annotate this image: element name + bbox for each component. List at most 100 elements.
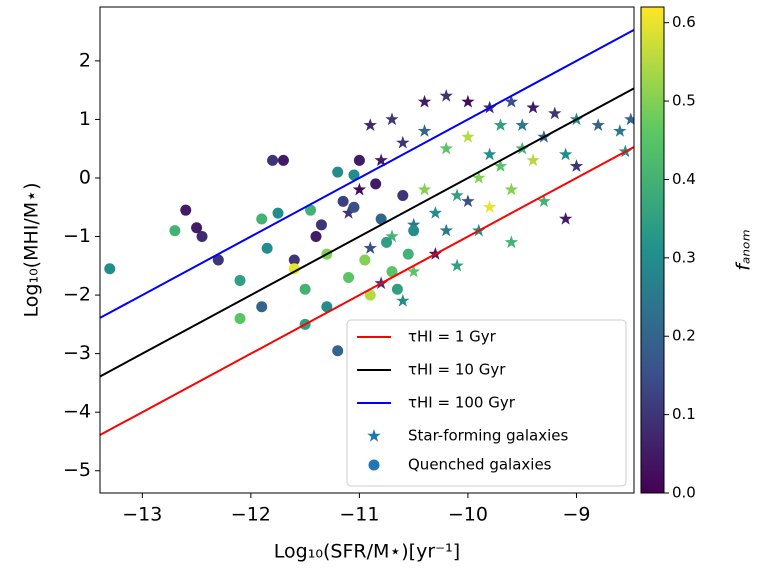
circle-point xyxy=(397,190,409,202)
star-point xyxy=(461,130,475,143)
star-point xyxy=(352,182,367,196)
legend-marker xyxy=(367,429,381,442)
y-tick-label: −3 xyxy=(63,342,91,364)
star-point xyxy=(450,188,464,202)
y-axis-label: Log₁₀(MHI/M⋆) xyxy=(21,183,43,318)
circle-point xyxy=(234,313,246,325)
circle-point xyxy=(348,201,360,213)
y-tick-label: 2 xyxy=(79,49,91,71)
star-point xyxy=(428,206,442,219)
star-point xyxy=(450,258,464,272)
legend: τHI = 1 Gyr τHI = 10 Gyr τHI = 100 Gyr Star… xyxy=(346,319,627,487)
star-point xyxy=(407,264,421,278)
star-point xyxy=(396,293,410,307)
colorbar-tick-label: 0.3 xyxy=(672,248,696,266)
x-axis-label: Log₁₀(SFR/M⋆)[yr⁻¹] xyxy=(274,541,460,563)
circle-point xyxy=(391,283,403,295)
star-point xyxy=(559,212,573,225)
circle-point xyxy=(261,242,273,254)
axes-frame xyxy=(99,6,635,494)
star-point xyxy=(385,229,399,243)
circle-point xyxy=(277,154,289,166)
star-point xyxy=(396,135,410,149)
star-point xyxy=(515,118,529,131)
circle-point xyxy=(288,263,300,275)
colorbar-tick-label: 0.2 xyxy=(672,327,696,345)
star-point xyxy=(439,141,453,155)
circle-point xyxy=(370,178,382,190)
plot-area xyxy=(100,28,634,436)
star-point xyxy=(407,217,421,231)
star-point xyxy=(341,206,356,219)
y-tick-label: 0 xyxy=(79,166,91,188)
circle-point xyxy=(332,166,344,178)
circle-point xyxy=(288,254,300,266)
star-point xyxy=(461,94,475,108)
y-tick-label: −1 xyxy=(63,225,91,247)
colorbar-frame xyxy=(640,6,665,494)
circle-point xyxy=(267,154,279,166)
star-point xyxy=(483,200,497,213)
colorbar-tick-label: 0.4 xyxy=(672,170,696,188)
star-point xyxy=(526,100,540,114)
colorbar-tick-label: 0.5 xyxy=(672,92,696,110)
star-point xyxy=(504,182,518,196)
legend-label: τHI = 100 Gyr xyxy=(408,394,516,412)
colorbar-tick-label: 0.0 xyxy=(672,484,696,502)
star-point xyxy=(439,89,453,102)
fit-line xyxy=(100,146,634,436)
circle-point xyxy=(315,219,327,231)
circle-point xyxy=(408,225,420,237)
star-point xyxy=(504,235,518,249)
x-tick-label: −12 xyxy=(231,504,271,526)
colorbar-tick-label: 0.6 xyxy=(672,13,696,31)
circle-point xyxy=(191,222,203,234)
circle-point xyxy=(212,254,224,266)
circle-point xyxy=(196,231,208,243)
legend-label: τHI = 10 Gyr xyxy=(408,361,506,379)
circle-point xyxy=(337,195,349,207)
star-point xyxy=(559,147,573,161)
star-point xyxy=(363,118,377,131)
star-point xyxy=(569,159,584,172)
x-tick-label: −11 xyxy=(339,504,379,526)
star-point xyxy=(483,147,497,161)
circle-point xyxy=(310,231,322,243)
colorbar xyxy=(641,7,664,493)
colorbar-label: fₐₙₒₘ xyxy=(733,229,755,270)
star-point xyxy=(374,153,388,167)
star-point xyxy=(417,94,432,108)
circle-point xyxy=(321,301,333,313)
circle-point xyxy=(381,236,393,248)
circle-point xyxy=(359,254,371,266)
fit-line xyxy=(100,87,634,378)
star-point xyxy=(461,194,475,208)
y-tick-label: −2 xyxy=(63,284,91,306)
star-point xyxy=(548,106,562,120)
star-point xyxy=(624,112,634,126)
circle-point xyxy=(256,301,268,313)
star-point xyxy=(493,118,508,131)
x-tick-label: −9 xyxy=(562,504,590,526)
colorbar-tick-label: 0.1 xyxy=(672,405,696,423)
star-point xyxy=(363,241,377,254)
star-point xyxy=(537,194,551,208)
circle-point xyxy=(353,154,365,166)
fit-line xyxy=(100,28,634,319)
circle-point xyxy=(348,169,360,181)
star-point xyxy=(472,171,486,184)
legend-label: Quenched galaxies xyxy=(408,456,552,474)
circle-point xyxy=(386,266,398,278)
circle-point xyxy=(299,283,311,295)
circle-point xyxy=(256,213,268,225)
x-tick-label: −13 xyxy=(122,504,162,526)
circle-point xyxy=(180,204,192,216)
circle-point xyxy=(272,207,284,219)
y-tick-label: −4 xyxy=(63,401,91,423)
y-tick-label: −5 xyxy=(63,459,91,481)
y-tick-label: 1 xyxy=(79,108,91,130)
x-tick-label: −10 xyxy=(448,504,488,526)
circle-point xyxy=(169,225,181,237)
circle-point xyxy=(343,272,355,284)
circle-point xyxy=(364,289,376,301)
